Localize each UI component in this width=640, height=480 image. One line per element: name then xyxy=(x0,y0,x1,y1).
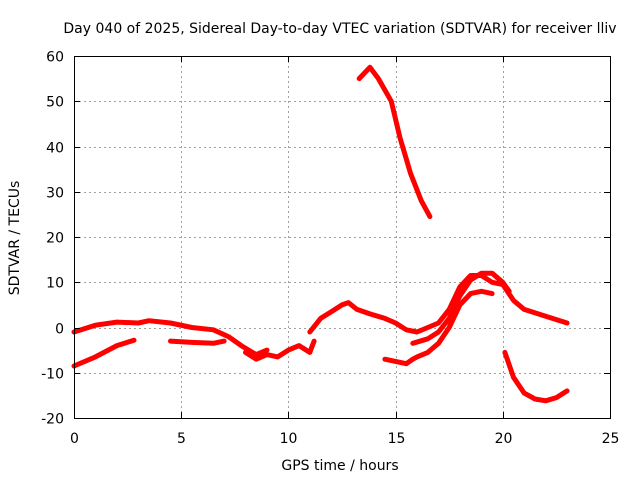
y-tick-label: 60 xyxy=(46,50,64,66)
y-tick-label: 40 xyxy=(46,141,64,157)
y-tick-label: -20 xyxy=(41,412,64,428)
grid xyxy=(74,56,610,418)
series-line-track-5 xyxy=(307,273,570,335)
y-tick-label: 0 xyxy=(55,322,64,338)
x-tick-labels: 0 5 10 15 20 25 xyxy=(70,431,619,447)
y-tick-labels: -20 -10 0 10 20 30 40 50 60 xyxy=(41,50,64,428)
y-tick-label: 50 xyxy=(46,95,64,111)
x-tick-label: 20 xyxy=(495,431,513,447)
series-line-track-3 xyxy=(168,338,227,346)
axis-ticks xyxy=(74,56,611,419)
series-line-track-6 xyxy=(356,64,433,220)
series-layer xyxy=(71,64,570,404)
series-line-track-9 xyxy=(502,349,570,404)
x-tick-label: 15 xyxy=(388,431,406,447)
series-line-track-2 xyxy=(71,337,137,369)
chart-title: Day 040 of 2025, Sidereal Day-to-day VTE… xyxy=(63,21,616,37)
y-tick-label: 10 xyxy=(46,276,64,292)
x-tick-label: 0 xyxy=(70,431,79,447)
x-tick-label: 25 xyxy=(602,431,620,447)
x-axis-label: GPS time / hours xyxy=(281,458,398,474)
series-line-track-7 xyxy=(382,288,495,367)
y-tick-label: 20 xyxy=(46,231,64,247)
x-tick-label: 10 xyxy=(280,431,298,447)
x-tick-label: 5 xyxy=(177,431,186,447)
y-axis-label: SDTVAR / TECUs xyxy=(7,181,23,296)
y-tick-label: 30 xyxy=(46,186,64,202)
series-line-track-8 xyxy=(410,270,512,346)
y-tick-label: -10 xyxy=(41,367,64,383)
series-line-track-1 xyxy=(71,318,270,358)
series-line-track-4 xyxy=(243,338,317,362)
